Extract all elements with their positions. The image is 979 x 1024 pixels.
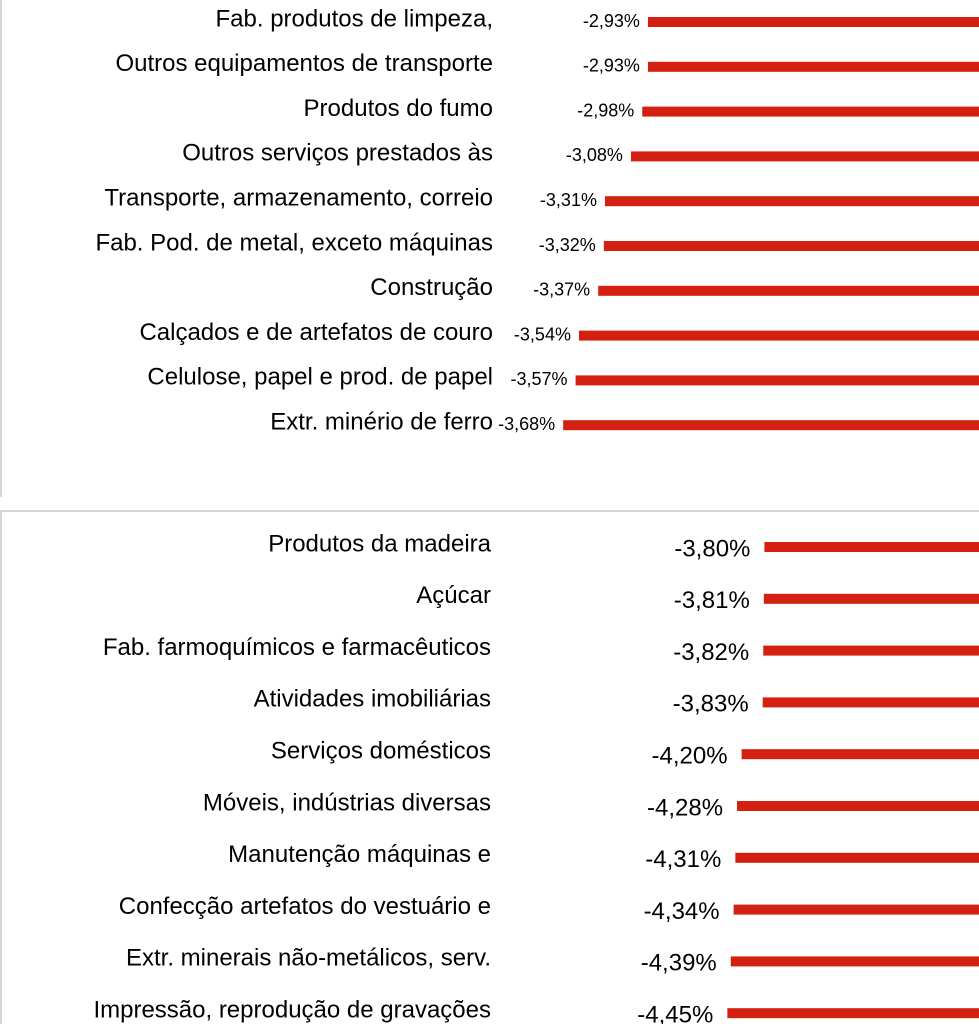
bar	[603, 241, 979, 251]
category-label: Produtos do fumo	[304, 95, 493, 122]
value-label: -3,83%	[673, 691, 749, 718]
bar	[733, 904, 979, 915]
category-label: Serviços domésticos	[271, 738, 491, 765]
bar	[764, 542, 979, 552]
bar	[604, 196, 979, 207]
value-label: -3,08%	[566, 145, 623, 165]
value-label: -4,20%	[652, 743, 728, 770]
value-label: -4,34%	[644, 898, 720, 925]
category-label: Impressão, reprodução de gravações	[93, 997, 491, 1024]
category-label: Outros equipamentos de transporte	[115, 50, 493, 77]
value-label: -4,31%	[645, 846, 721, 873]
category-label: Produtos da madeira	[268, 530, 491, 557]
bar	[762, 697, 979, 708]
category-label: Fab. farmoquímicos e farmacêuticos	[103, 634, 491, 661]
category-label: Confecção artefatos do vestuário e	[119, 893, 491, 920]
bar	[727, 1008, 979, 1019]
category-label: Outros serviços prestados às	[182, 140, 493, 167]
value-label: -2,93%	[583, 11, 640, 31]
category-label: Manutenção máquinas e	[228, 841, 491, 868]
bar	[735, 852, 979, 863]
value-label: -3,32%	[539, 235, 596, 255]
value-label: -3,68%	[498, 414, 555, 434]
value-label: -3,82%	[673, 639, 749, 666]
category-label: Extr. minerais não-metálicos, serv.	[126, 945, 491, 972]
bar	[630, 151, 979, 162]
bar	[642, 106, 979, 117]
category-label: Transporte, armazenamento, correio	[104, 185, 493, 212]
bar	[737, 801, 979, 811]
value-label: -2,93%	[583, 56, 640, 76]
value-label: -2,98%	[577, 100, 634, 120]
category-label: Construção	[370, 274, 493, 301]
value-label: -3,57%	[511, 369, 568, 389]
value-label: -3,54%	[514, 324, 571, 344]
bar	[647, 61, 979, 72]
bar	[730, 956, 979, 967]
category-label: Celulose, papel e prod. de papel	[147, 364, 493, 391]
bar	[763, 593, 979, 604]
category-label: Calçados e de artefatos de couro	[139, 319, 493, 346]
category-label: Extr. minério de ferro	[270, 409, 493, 436]
category-label: Móveis, indústrias diversas	[203, 789, 491, 816]
category-label: Fab. produtos de limpeza,	[216, 5, 494, 32]
value-label: -4,45%	[637, 1002, 713, 1024]
bar	[575, 375, 979, 386]
value-label: -3,37%	[533, 280, 590, 300]
bar	[647, 17, 979, 27]
category-label: Atividades imobiliárias	[254, 686, 491, 713]
value-label: -3,31%	[540, 190, 597, 210]
bar	[563, 420, 979, 431]
value-label: -4,39%	[641, 950, 717, 977]
bar	[741, 749, 979, 760]
bar	[578, 330, 979, 341]
category-label: Açúcar	[416, 582, 491, 609]
value-label: -3,80%	[674, 535, 750, 562]
bar	[598, 285, 979, 296]
bar	[763, 645, 979, 656]
value-label: -4,28%	[647, 794, 723, 821]
category-label: Fab. Pod. de metal, exceto máquinas	[95, 229, 493, 256]
value-label: -3,81%	[674, 587, 750, 614]
